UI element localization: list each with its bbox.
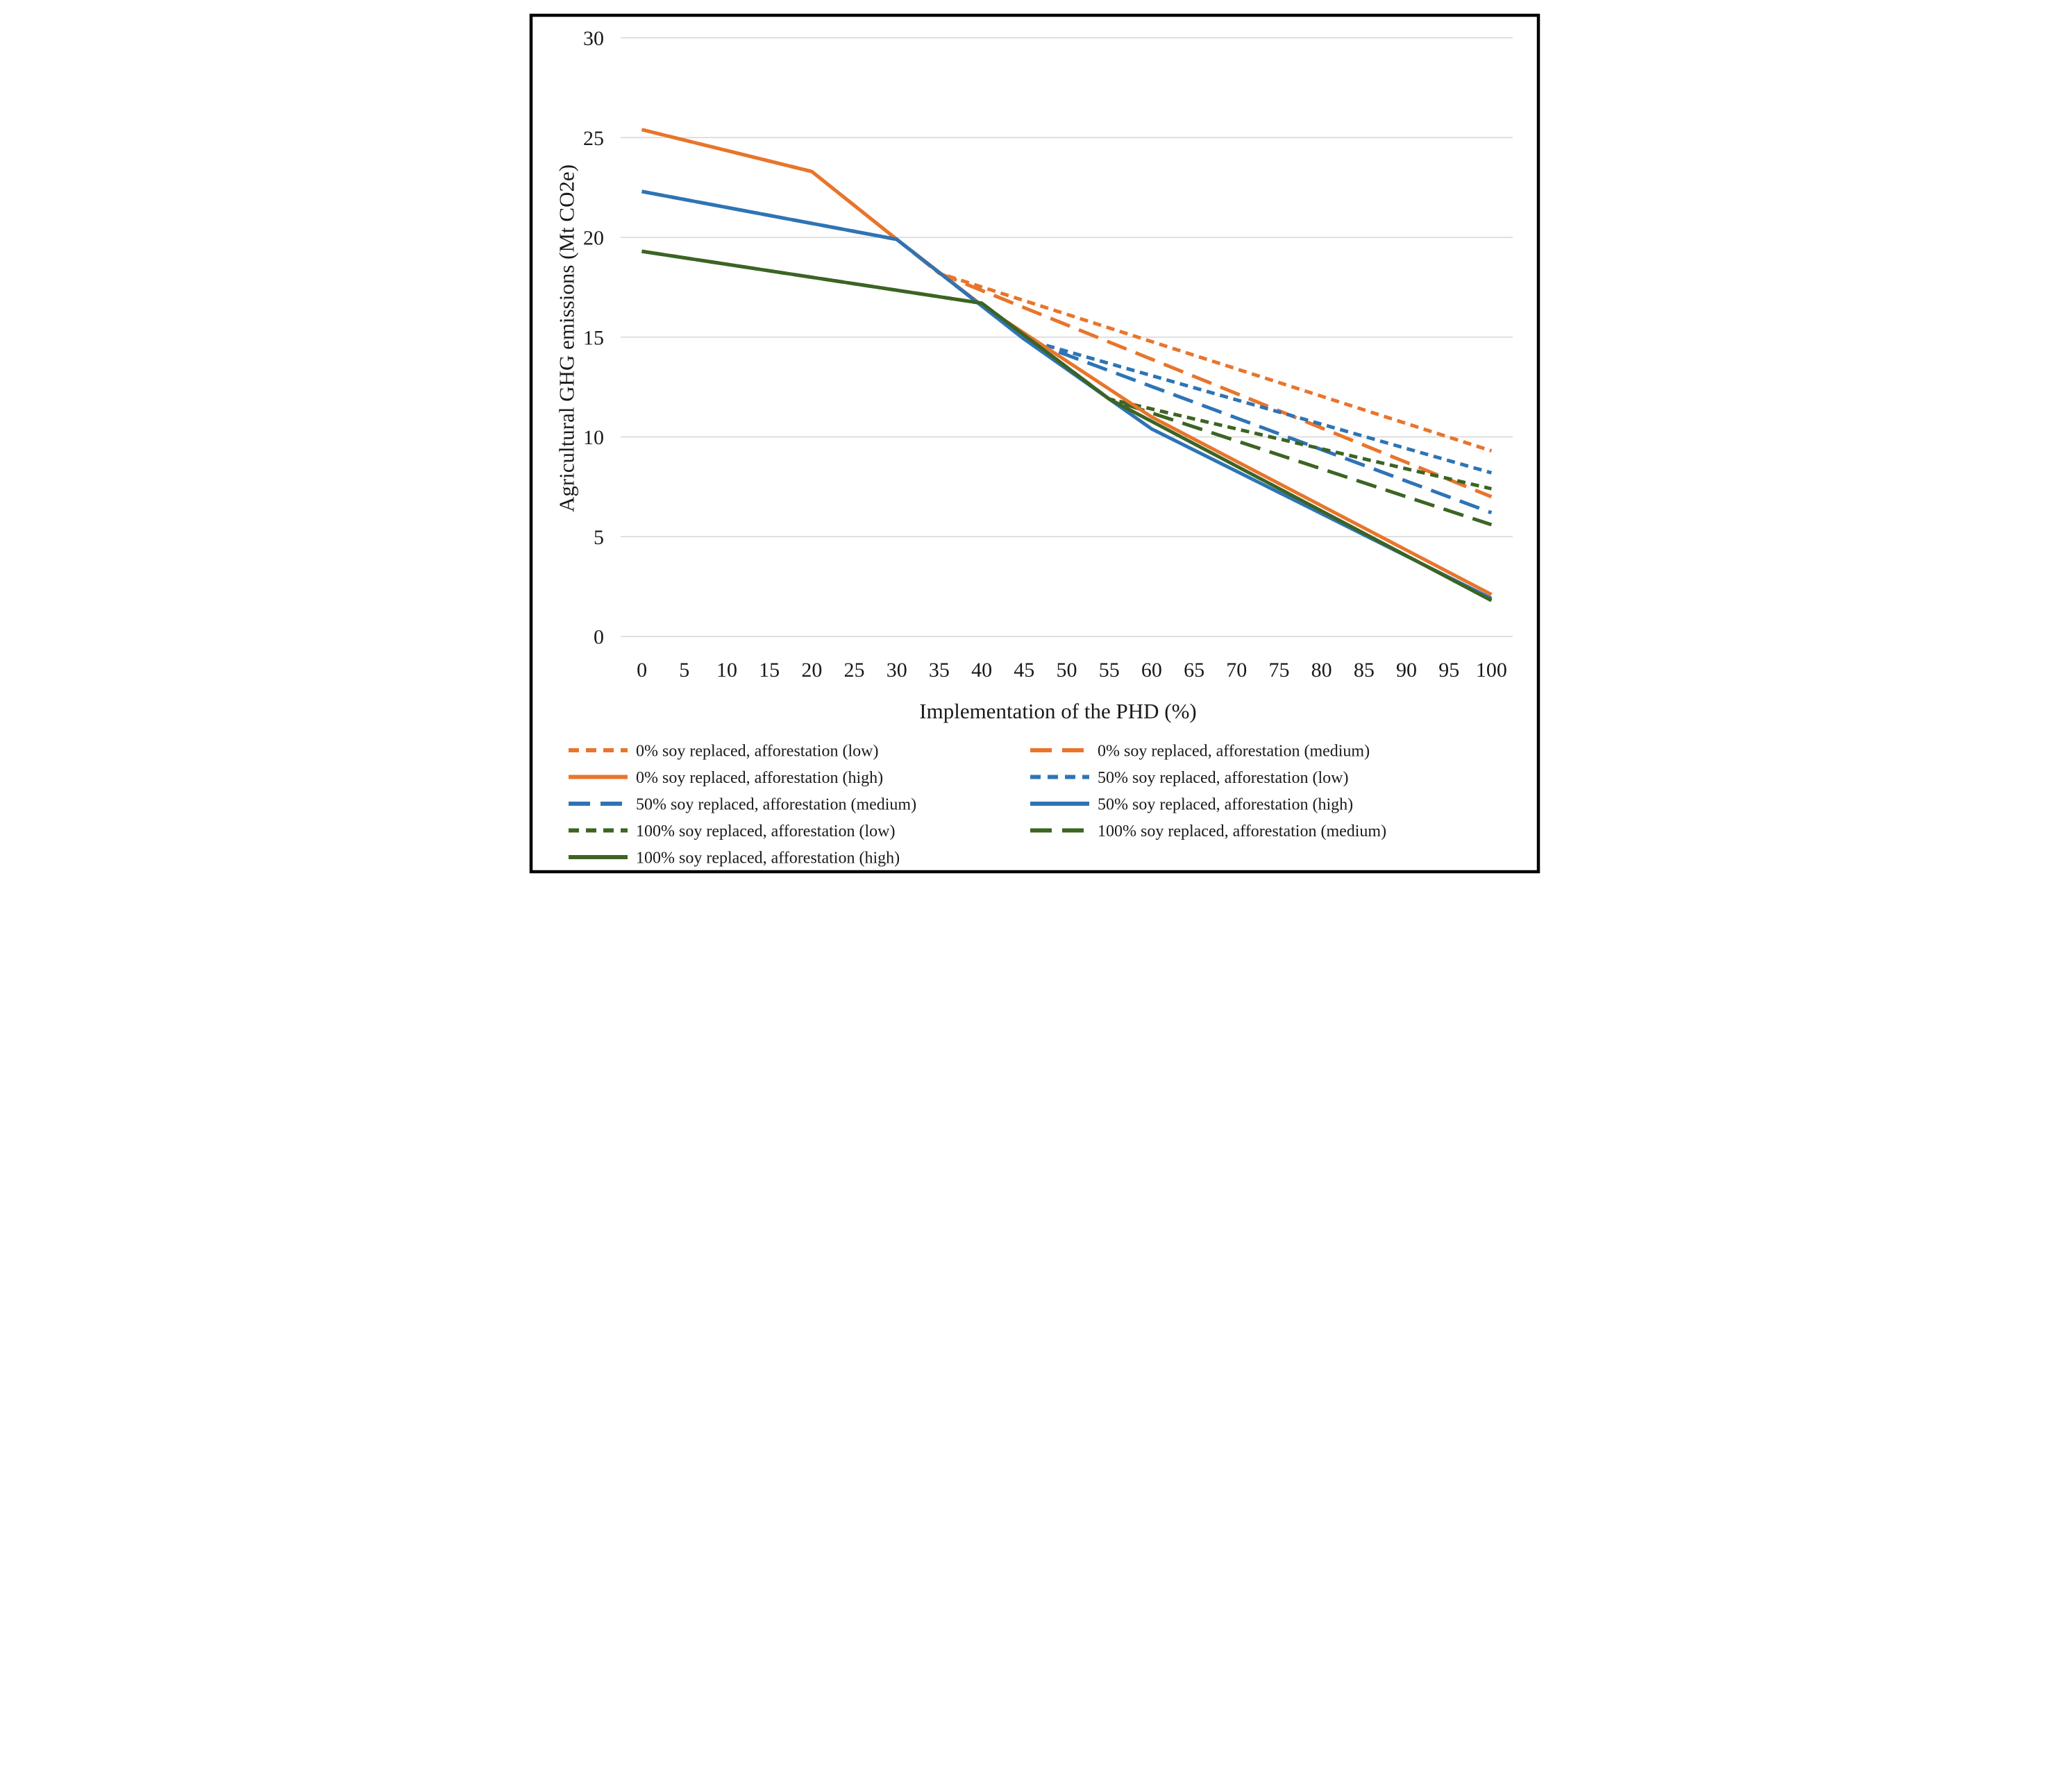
legend-item-soy100-low: 100% soy replaced, afforestation (low) xyxy=(569,822,895,840)
x-tick-label: 35 xyxy=(929,659,950,682)
x-tick-label: 95 xyxy=(1438,659,1459,682)
legend-item-soy0-low: 0% soy replaced, afforestation (low) xyxy=(569,743,878,761)
series-lines xyxy=(641,128,1493,602)
legend-label: 100% soy replaced, afforestation (low) xyxy=(636,822,895,840)
x-tick-label: 50 xyxy=(1057,659,1077,682)
legend: 0% soy replaced, afforestation (low) 0% s… xyxy=(569,743,1386,868)
y-tick-label: 20 xyxy=(583,227,604,250)
legend-item-soy50-med: 50% soy replaced, afforestation (medium) xyxy=(569,796,916,814)
x-tick-label: 60 xyxy=(1141,659,1162,682)
series-line-soy50-high xyxy=(641,189,1493,600)
x-tick-label: 100 xyxy=(1476,659,1507,682)
x-axis-title: Implementation of the PHD (%) xyxy=(919,699,1196,723)
legend-label: 100% soy replaced, afforestation (medium… xyxy=(1098,822,1386,840)
x-tick-label: 15 xyxy=(759,659,780,682)
figure: 0 5 10 15 20 25 30 0 5 10 15 20 25 30 35 40 45 50 55 60 65 7… xyxy=(516,0,1550,896)
x-tick-label: 20 xyxy=(801,659,822,682)
x-tick-label: 70 xyxy=(1226,659,1247,682)
y-axis-title: Agricultural GHG emissions (Mt CO2e) xyxy=(555,164,579,512)
x-tick-label: 80 xyxy=(1311,659,1332,682)
x-tick-label: 0 xyxy=(637,659,647,682)
legend-item-soy50-high: 50% soy replaced, afforestation (high) xyxy=(1030,796,1353,814)
legend-item-soy50-low: 50% soy replaced, afforestation (low) xyxy=(1030,769,1348,787)
x-tick-label: 40 xyxy=(971,659,992,682)
x-tick-label: 90 xyxy=(1396,659,1417,682)
legend-label: 50% soy replaced, afforestation (high) xyxy=(1098,796,1353,814)
y-tick-label: 30 xyxy=(583,27,604,50)
legend-item-soy100-high: 100% soy replaced, afforestation (high) xyxy=(569,849,900,868)
y-tick-label: 10 xyxy=(583,426,604,449)
legend-label: 0% soy replaced, afforestation (high) xyxy=(636,769,883,787)
x-tick-label: 10 xyxy=(716,659,737,682)
y-tick-label: 5 xyxy=(594,526,604,549)
legend-label: 50% soy replaced, afforestation (medium) xyxy=(636,796,916,814)
figure-border xyxy=(529,13,1540,874)
legend-item-soy0-med: 0% soy replaced, afforestation (medium) xyxy=(1030,743,1370,761)
legend-label: 0% soy replaced, afforestation (low) xyxy=(636,743,878,761)
legend-item-soy0-high: 0% soy replaced, afforestation (high) xyxy=(569,769,883,787)
y-tick-label: 0 xyxy=(594,626,604,649)
legend-label: 100% soy replaced, afforestation (high) xyxy=(636,849,900,868)
x-axis-tick-labels: 0 5 10 15 20 25 30 35 40 45 50 55 60 65 70 75 80 85 90 95 10… xyxy=(637,659,1507,682)
y-tick-label: 25 xyxy=(583,127,604,150)
x-tick-label: 45 xyxy=(1014,659,1034,682)
legend-label: 50% soy replaced, afforestation (low) xyxy=(1098,769,1348,787)
x-tick-label: 25 xyxy=(844,659,865,682)
legend-item-soy100-med: 100% soy replaced, afforestation (medium… xyxy=(1030,822,1386,840)
x-tick-label: 55 xyxy=(1099,659,1120,682)
x-tick-label: 30 xyxy=(887,659,907,682)
legend-label: 0% soy replaced, afforestation (medium) xyxy=(1098,743,1370,761)
x-tick-label: 5 xyxy=(679,659,689,682)
series-line-soy100-high xyxy=(641,249,1493,602)
x-tick-label: 85 xyxy=(1354,659,1375,682)
line-chart: 0 5 10 15 20 25 30 0 5 10 15 20 25 30 35 40 45 50 55 60 65 7… xyxy=(516,0,1550,896)
y-axis-tick-labels: 0 5 10 15 20 25 30 xyxy=(583,27,604,649)
x-tick-label: 75 xyxy=(1268,659,1289,682)
x-tick-label: 65 xyxy=(1184,659,1204,682)
y-tick-label: 15 xyxy=(583,326,604,349)
figure-background xyxy=(516,0,1550,896)
